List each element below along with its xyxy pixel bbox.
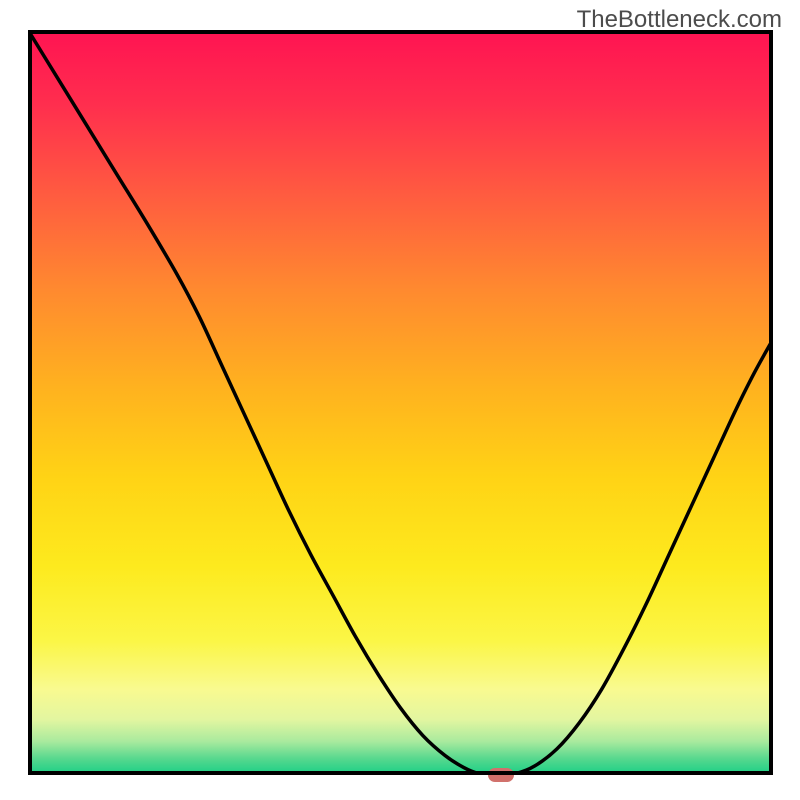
- sweet-spot-marker: [488, 768, 514, 782]
- bottleneck-curve: [28, 30, 773, 775]
- chart-root: TheBottleneck.com: [0, 0, 800, 800]
- plot-area: [28, 30, 773, 775]
- watermark-source: TheBottleneck.com: [577, 6, 782, 34]
